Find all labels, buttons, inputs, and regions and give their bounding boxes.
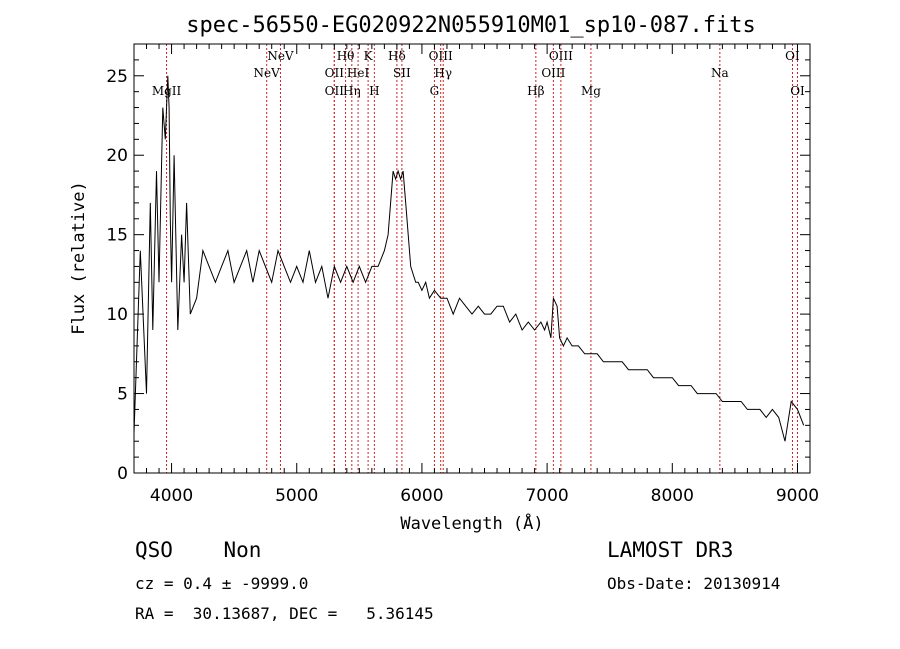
y-tick-label: 20 xyxy=(106,146,128,166)
survey-label: LAMOST DR3 xyxy=(607,538,734,562)
x-tick-label: 5000 xyxy=(275,486,318,506)
plot-frame xyxy=(133,43,811,474)
emission-line-label: OII xyxy=(325,66,345,80)
y-tick-label: 15 xyxy=(106,226,128,246)
emission-line-label: K xyxy=(364,49,374,63)
emission-line-label: OI xyxy=(790,84,805,98)
emission-line-label: NeV xyxy=(267,49,294,63)
emission-line-label: HeI xyxy=(347,66,370,80)
emission-line-label: OI xyxy=(785,49,800,63)
y-tick-label: 0 xyxy=(117,464,128,484)
emission-line-label: OIII xyxy=(429,49,453,63)
x-tick-label: 7000 xyxy=(525,486,568,506)
obs-date-label: Obs-Date: 20130914 xyxy=(607,574,781,593)
emission-line-label: NeV xyxy=(254,66,281,80)
y-tick-label: 10 xyxy=(106,305,128,325)
y-axis-label: Flux (relative) xyxy=(69,181,89,335)
emission-line-markers xyxy=(166,44,798,473)
object-class-label: QSO Non xyxy=(135,538,262,562)
emission-line-label: H xyxy=(369,84,379,98)
emission-line-label: Hβ xyxy=(527,84,544,98)
emission-line-label: Hγ xyxy=(434,66,452,80)
emission-line-label: OIII xyxy=(549,49,573,63)
redshift-label: cz = 0.4 ± -9999.0 xyxy=(135,574,309,593)
emission-line-label: Na xyxy=(711,66,729,80)
y-tick-label: 5 xyxy=(117,385,128,405)
emission-line-label: Hθ xyxy=(337,49,355,63)
x-tick-label: 8000 xyxy=(651,486,694,506)
x-tick-label: 4000 xyxy=(150,486,193,506)
emission-line-label: Hδ xyxy=(388,49,406,63)
emission-line-label: SII xyxy=(393,66,411,80)
emission-line-label: OIII xyxy=(541,66,565,80)
spectrum-series-line xyxy=(133,75,805,442)
emission-line-label: Mg xyxy=(581,84,601,98)
y-axis-ticks: 0 5 10 15 20 25 xyxy=(106,43,810,484)
chart-title: spec-56550-EG020922N055910M01_sp10-087.f… xyxy=(186,13,756,38)
emission-line-label: MgII xyxy=(152,84,182,98)
emission-line-labels: MgII NeV NeV OII OII Hθ Hη HeI K H Hδ SII OIII Hγ G Hβ O… xyxy=(152,49,805,98)
y-tick-label: 25 xyxy=(106,67,128,87)
emission-line-label: G xyxy=(430,84,440,98)
x-tick-label: 6000 xyxy=(400,486,443,506)
x-tick-label: 9000 xyxy=(776,486,819,506)
coordinates-label: RA = 30.13687, DEC = 5.36145 xyxy=(135,604,434,623)
emission-line-label: Hη xyxy=(343,84,361,98)
emission-line-label: OII xyxy=(325,84,345,98)
x-axis-label: Wavelength (Å) xyxy=(400,512,543,534)
x-axis-ticks: 4000 5000 6000 7000 8000 9000 xyxy=(133,44,819,506)
